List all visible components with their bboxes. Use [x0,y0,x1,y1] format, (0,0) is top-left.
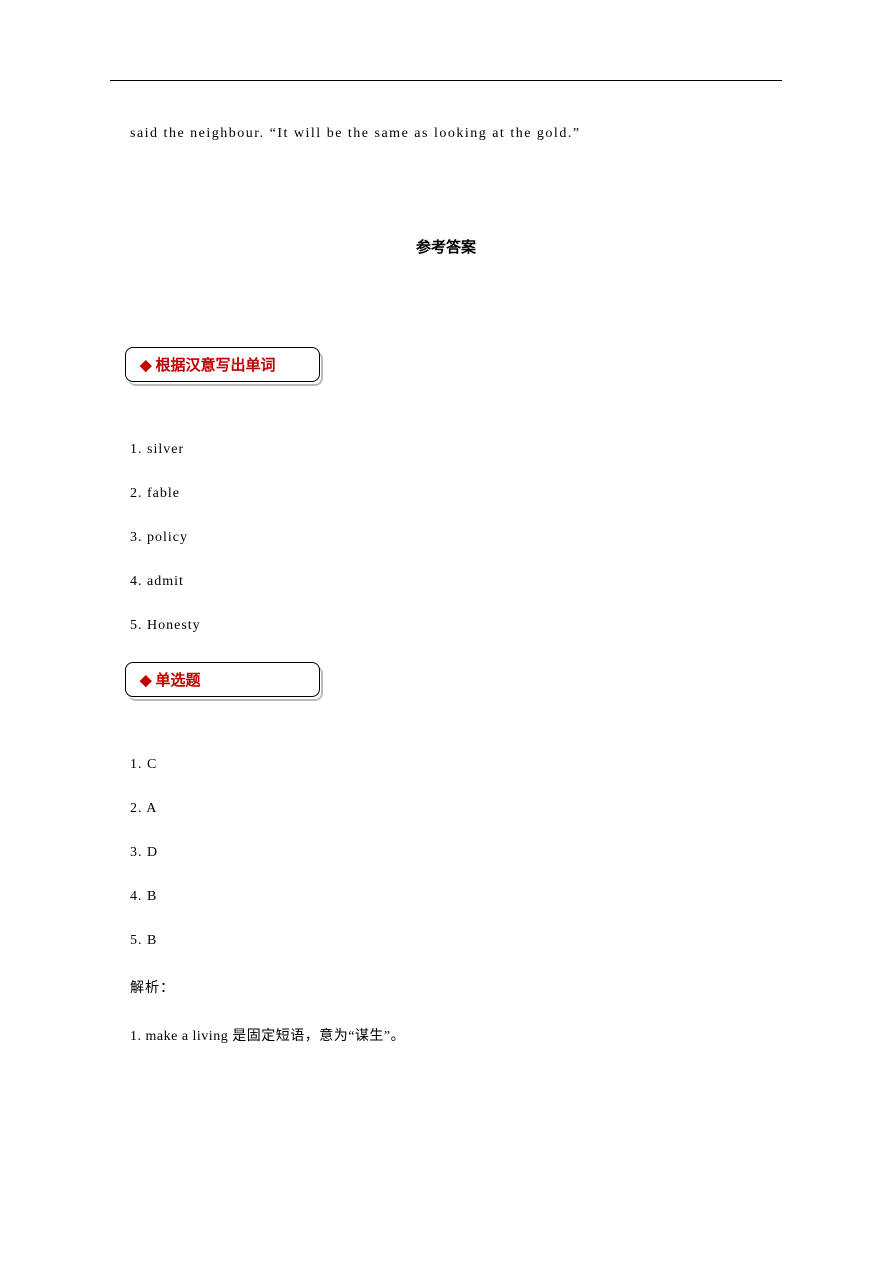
header-divider [110,80,782,81]
section-2-header: ◆单选题 [125,662,782,697]
section-1-label: ◆根据汉意写出单词 [125,347,320,382]
answer-item: 5. Honesty [130,618,782,634]
answer-item: 2. fable [130,486,782,502]
explanation-item: 1. make a living 是固定短语，意为“谋生”。 [130,1025,782,1045]
diamond-icon: ◆ [140,358,152,374]
answer-item: 3. policy [130,530,782,546]
section-2-label-text: 单选题 [156,673,201,689]
section-1-header: ◆根据汉意写出单词 [125,347,782,382]
answer-item: 1. silver [130,442,782,458]
answer-item: 4. B [130,889,782,905]
answer-item: 2. A [130,801,782,817]
section-2-answers: 1. C 2. A 3. D 4. B 5. B [130,757,782,949]
answer-item: 4. admit [130,574,782,590]
answer-key-title: 参考答案 [110,236,782,257]
answer-item: 5. B [130,933,782,949]
answer-item: 3. D [130,845,782,861]
continuation-text: said the neighbour. “It will be the same… [130,121,782,146]
section-1-label-text: 根据汉意写出单词 [156,358,276,374]
answer-item: 1. C [130,757,782,773]
section-2-label: ◆单选题 [125,662,320,697]
diamond-icon: ◆ [140,673,152,689]
section-1-answers: 1. silver 2. fable 3. policy 4. admit 5.… [130,442,782,634]
page-container: said the neighbour. “It will be the same… [0,0,892,1153]
explanation-label: 解析： [130,977,782,997]
